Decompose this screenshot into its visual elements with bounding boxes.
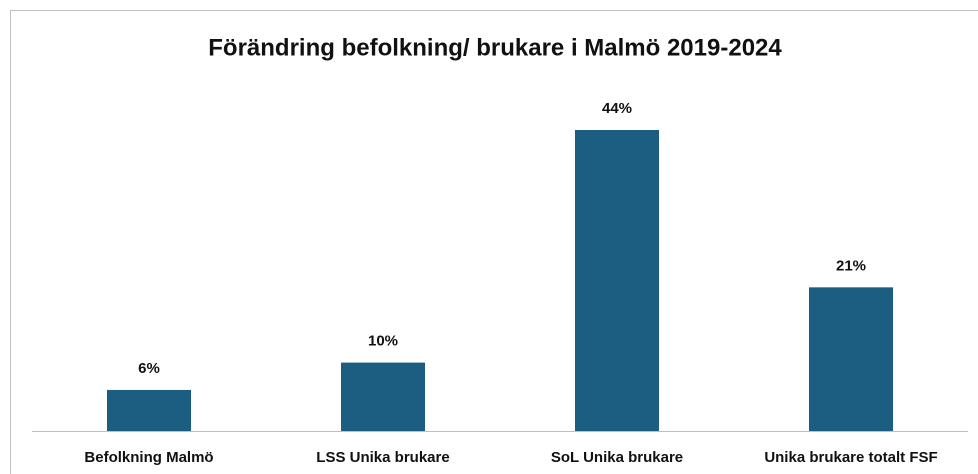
x-tick-label: SoL Unika brukare [551, 449, 683, 466]
data-label: 21% [836, 257, 866, 274]
x-tick-label: Befolkning Malmö [84, 449, 213, 466]
x-tick-label: LSS Unika brukare [316, 449, 449, 466]
bar [107, 389, 191, 431]
bar [575, 130, 659, 431]
bar [341, 362, 425, 431]
data-label: 44% [602, 100, 632, 117]
data-label: 6% [138, 360, 160, 377]
chart-title: Förändring befolkning/ brukare i Malmö 2… [208, 34, 782, 61]
x-tick-label: Unika brukare totalt FSF [764, 449, 937, 466]
bar [809, 287, 893, 431]
data-label: 10% [368, 333, 398, 350]
